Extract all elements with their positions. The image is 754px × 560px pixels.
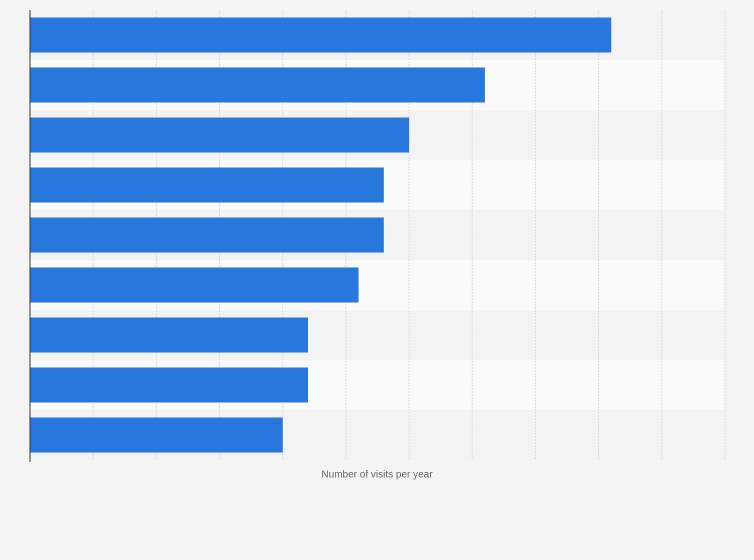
bar [30,367,308,403]
bar [30,117,410,153]
bar [30,267,359,303]
bar [30,217,384,253]
bar [30,67,485,103]
x-axis-title: Number of visits per year [321,470,433,481]
bar [30,17,612,53]
bar [30,317,308,353]
bar [30,167,384,203]
bar [30,417,283,453]
